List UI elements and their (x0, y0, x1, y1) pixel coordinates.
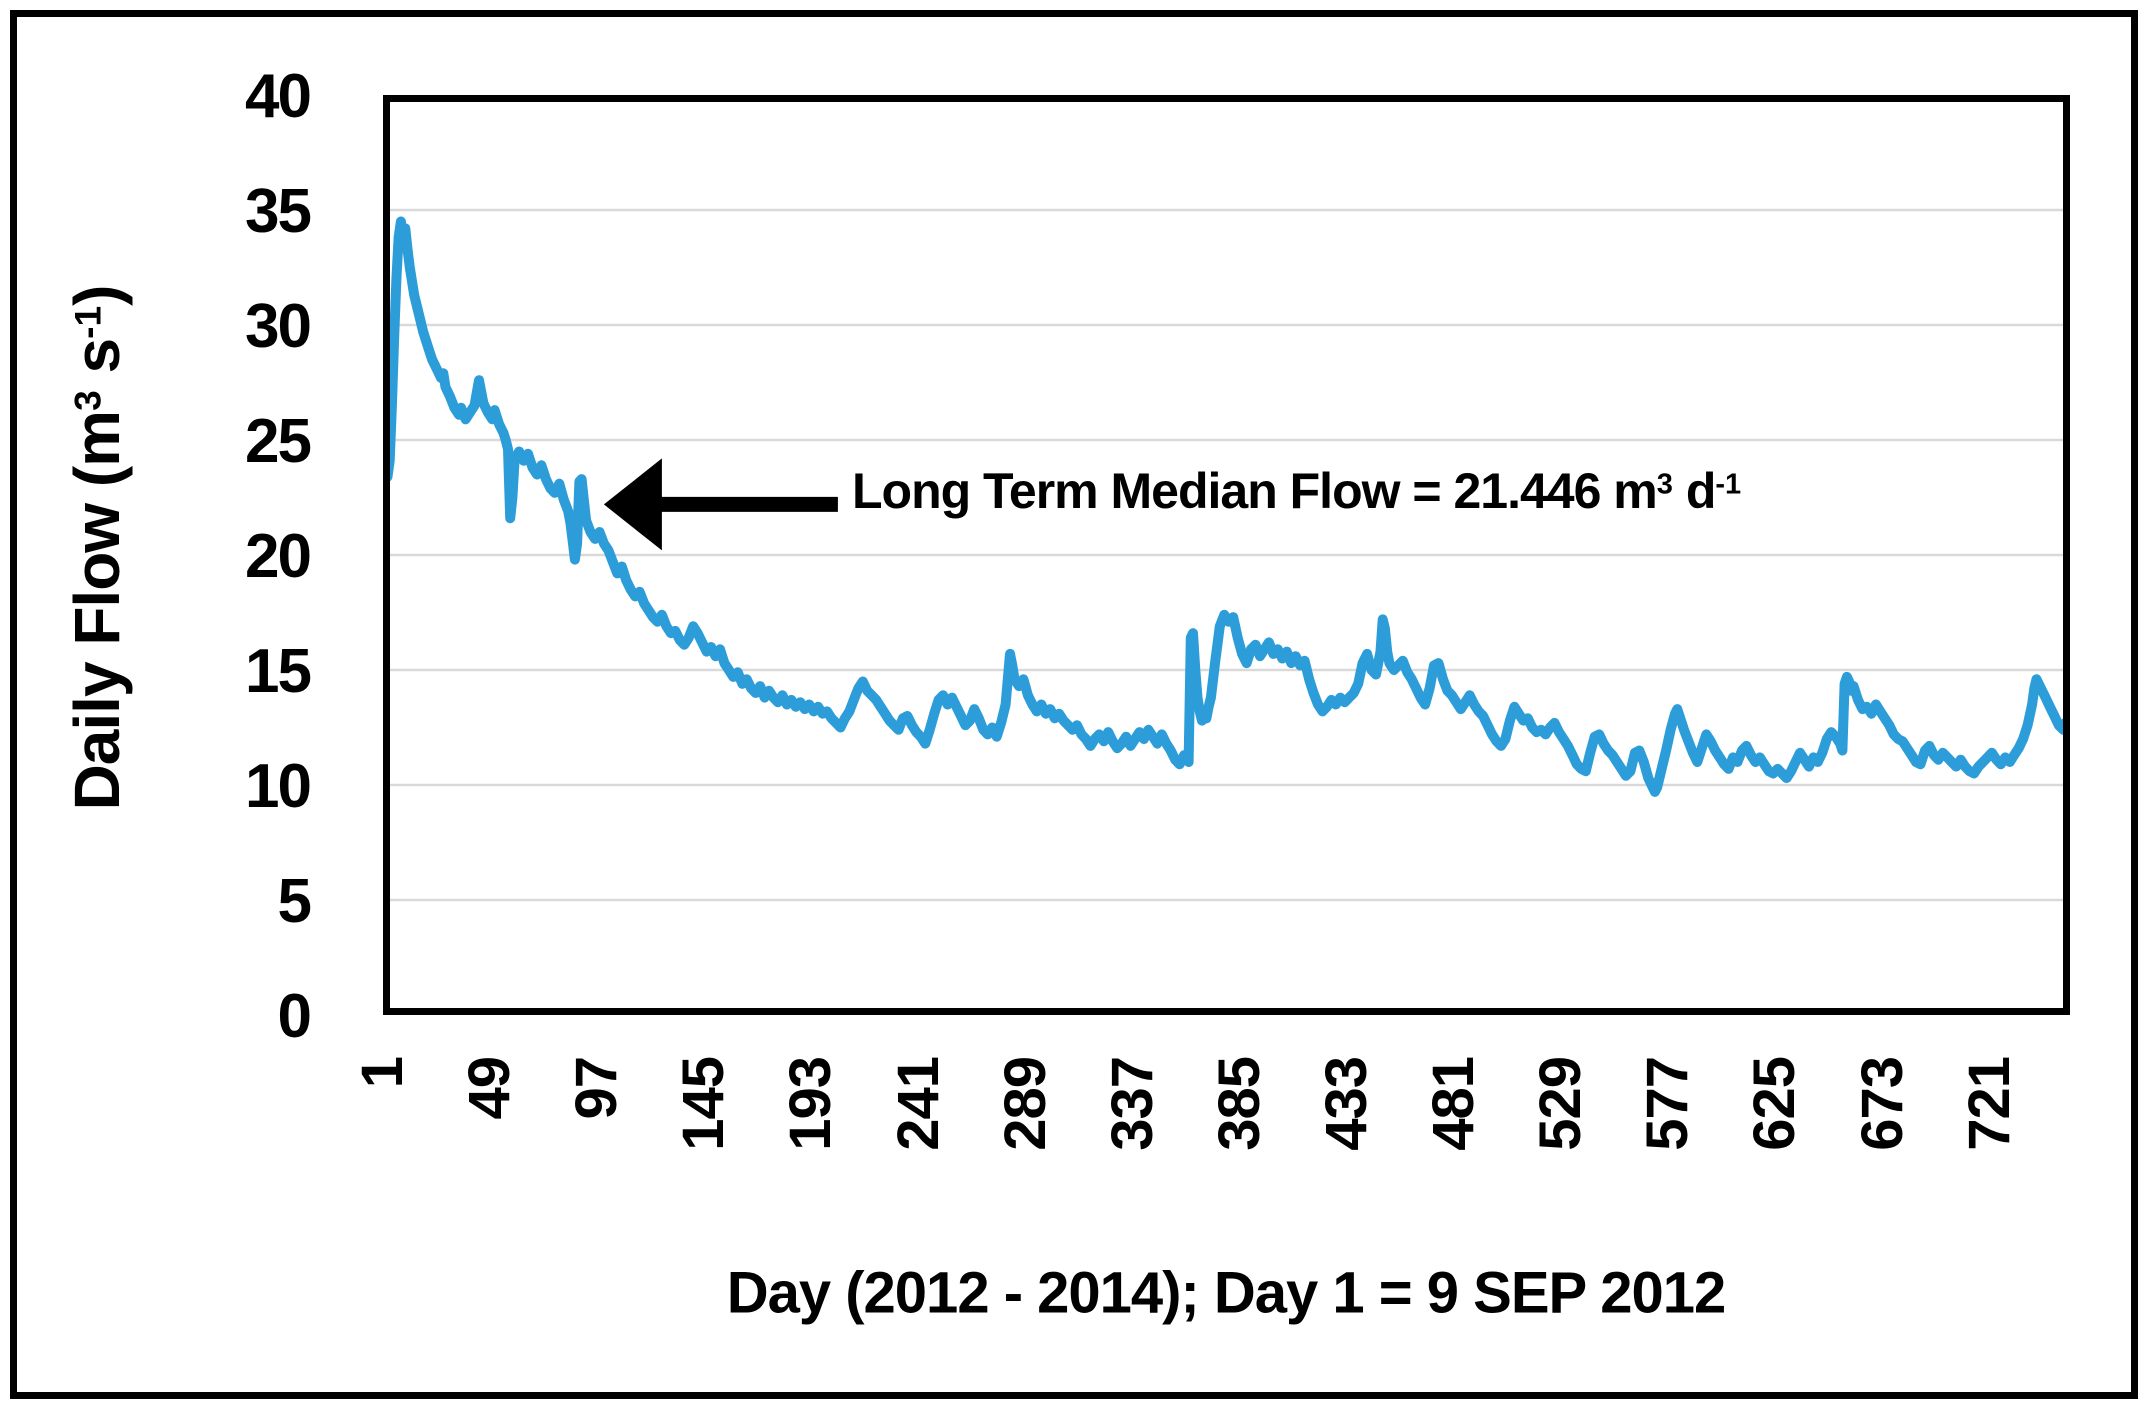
annotation-sup-minus1: -1 (1715, 468, 1742, 501)
x-tick-label-433: 433 (1314, 1057, 1379, 1151)
y-tick-label-40: 40 (245, 62, 312, 131)
y-axis-title-sup-3: 3 (66, 390, 109, 411)
x-tick-label-721: 721 (1956, 1057, 2022, 1151)
x-tick-label-1: 1 (350, 1057, 415, 1089)
plot-area (383, 95, 2070, 1015)
y-tick-label-15: 15 (245, 637, 312, 706)
annotation-arrow-icon (603, 458, 838, 551)
x-tick-label-289: 289 (992, 1057, 1058, 1151)
daily-flow-line (383, 216, 2070, 797)
x-tick-label-577: 577 (1635, 1057, 1701, 1151)
y-axis-title: Daily Flow (m3 s-1) (60, 286, 134, 811)
x-tick-label-625: 625 (1742, 1057, 1808, 1151)
y-tick-label-35: 35 (245, 177, 312, 246)
x-axis-title: Day (2012 - 2014); Day 1 = 9 SEP 2012 (726, 1260, 1727, 1326)
y-axis-title-mid: s (61, 338, 133, 391)
x-tick-label-241: 241 (885, 1057, 951, 1151)
x-tick-label-673: 673 (1849, 1057, 1915, 1151)
x-tick-label-529: 529 (1528, 1057, 1594, 1151)
y-axis-title-text: Daily Flow (m (61, 410, 133, 811)
y-axis-title-close: ) (61, 285, 133, 306)
x-tick-label-481: 481 (1421, 1057, 1487, 1151)
y-tick-label-25: 25 (245, 407, 312, 476)
x-tick-label-49: 49 (457, 1057, 523, 1120)
annotation-pre: Long Term Median Flow = 21.446 m (852, 463, 1658, 519)
annotation-sup-3: 3 (1656, 468, 1673, 501)
annotation-text: Long Term Median Flow = 21.446 m3 d-1 (852, 462, 1741, 520)
x-tick-label-337: 337 (1099, 1057, 1165, 1151)
y-tick-label-30: 30 (245, 292, 312, 361)
x-tick-label-193: 193 (778, 1057, 844, 1151)
x-tick-label-145: 145 (671, 1057, 737, 1151)
y-tick-label-5: 5 (277, 867, 312, 936)
x-tick-label-97: 97 (564, 1057, 630, 1120)
y-tick-label-0: 0 (277, 982, 312, 1051)
annotation-mid: d (1672, 463, 1717, 519)
y-tick-label-10: 10 (245, 752, 312, 821)
outer-frame (10, 10, 2138, 1399)
y-tick-label-20: 20 (245, 522, 312, 591)
y-axis-title-sup-minus1: -1 (66, 305, 109, 339)
x-tick-label-385: 385 (1206, 1057, 1272, 1151)
plot-border (383, 95, 2070, 1015)
